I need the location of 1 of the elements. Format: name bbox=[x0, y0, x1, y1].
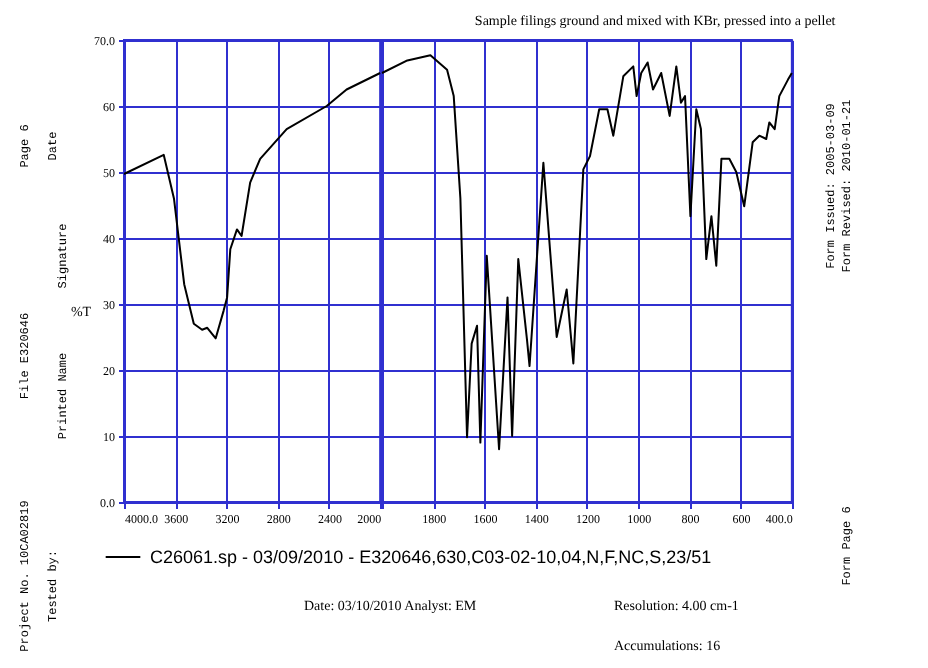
legend-label: C26061.sp - 03/09/2010 - E320646,630,C03-02-10,04,N,F,NC,S,23/51 bbox=[150, 547, 712, 567]
